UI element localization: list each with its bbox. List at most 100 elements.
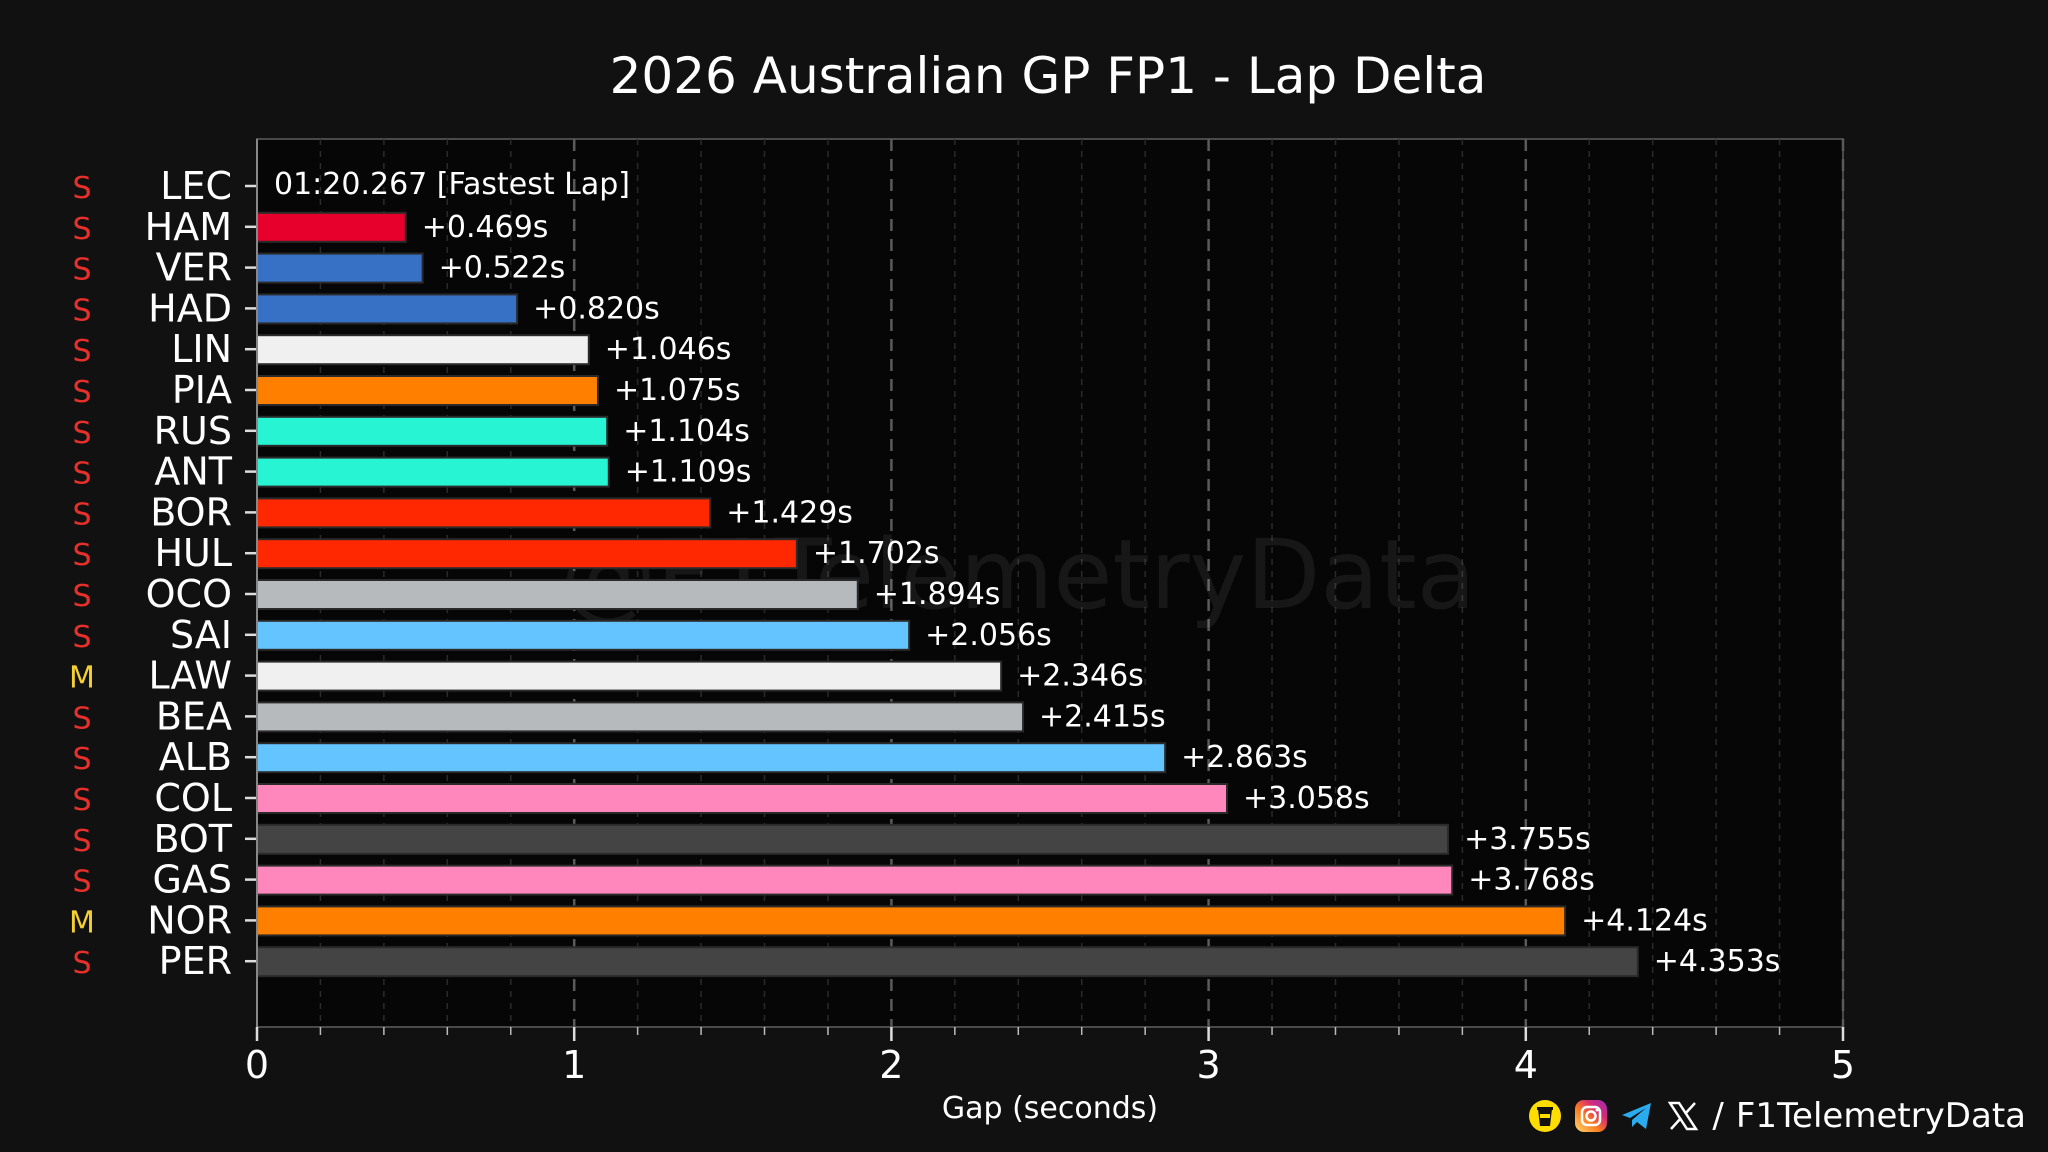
- driver-label: PIA: [172, 368, 232, 412]
- tyre-compound-label: S: [72, 253, 91, 288]
- bar: [256, 497, 712, 529]
- x-tick-label: 1: [562, 1043, 586, 1087]
- bar: [256, 538, 798, 570]
- x-icon[interactable]: [1666, 1099, 1700, 1133]
- bar-value-label: +0.469s: [422, 210, 549, 245]
- x-tick-label: 2: [879, 1043, 903, 1087]
- bar: [256, 334, 590, 366]
- bar-value-label: +2.346s: [1017, 659, 1144, 694]
- driver-label: NOR: [147, 898, 232, 942]
- driver-label: BOT: [153, 817, 232, 861]
- bar-value-label: +1.046s: [605, 332, 732, 367]
- bar: [256, 579, 859, 610]
- tyre-compound-label: S: [72, 334, 91, 369]
- driver-label: SAI: [170, 613, 232, 657]
- driver-label: LIN: [171, 327, 232, 371]
- x-tick-label: 3: [1197, 1043, 1221, 1087]
- tyre-compound-label: S: [72, 579, 91, 614]
- x-tick-label: 4: [1514, 1043, 1538, 1087]
- bar: [256, 211, 407, 243]
- tyre-compound-label: S: [72, 416, 91, 451]
- tyre-compound-label: S: [72, 171, 91, 206]
- bar: [256, 375, 599, 406]
- value-labels: 01:20.267 [Fastest Lap] +0.469s +0.522s +0.…: [274, 167, 1780, 979]
- bar: [256, 619, 911, 651]
- bar-value-label: +4.353s: [1654, 944, 1781, 979]
- bar-value-label: +2.415s: [1039, 699, 1166, 734]
- tyre-compound-label: S: [72, 212, 91, 247]
- chart-title: 2026 Australian GP FP1 - Lap Delta: [610, 47, 1487, 105]
- grid-lines: [319, 139, 1845, 1027]
- bar: [256, 783, 1228, 814]
- x-tick-label: 0: [245, 1043, 269, 1087]
- tyre-compound-label: S: [72, 824, 91, 859]
- bar-value-label: +1.702s: [813, 536, 940, 571]
- tyre-compound-label: S: [72, 620, 91, 655]
- instagram-icon[interactable]: [1574, 1099, 1608, 1133]
- driver-label: LAW: [148, 654, 232, 698]
- bar: [256, 905, 1567, 937]
- bar-value-label: +4.124s: [1581, 903, 1708, 938]
- bar-value-label: +1.075s: [614, 373, 741, 408]
- bar-value-label: +1.429s: [726, 495, 853, 530]
- bar-value-label: +3.768s: [1468, 863, 1595, 898]
- x-tick-label: 5: [1831, 1043, 1855, 1087]
- driver-label: ANT: [154, 450, 232, 494]
- driver-label: HUL: [154, 531, 232, 575]
- bar-value-label: +3.755s: [1464, 822, 1591, 857]
- footer-separator: /: [1712, 1096, 1724, 1136]
- tyre-compound-label: S: [72, 457, 91, 492]
- driver-label: BOR: [150, 490, 232, 534]
- tyre-compound-label: S: [72, 946, 91, 981]
- x-axis: 0 1 2 3 4 5: [245, 1027, 1855, 1087]
- driver-label: OCO: [146, 572, 232, 616]
- bar: [256, 293, 519, 325]
- buymeacoffee-icon[interactable]: [1528, 1099, 1562, 1133]
- tyre-compound-label: S: [72, 865, 91, 900]
- bar-value-label: +0.522s: [439, 251, 566, 286]
- bar: [256, 742, 1167, 774]
- tyre-compound-label: S: [72, 375, 91, 410]
- driver-label: HAM: [145, 205, 232, 249]
- tyre-compound-label: S: [72, 742, 91, 777]
- bar-value-label: +1.109s: [625, 455, 752, 490]
- bar-value-label: +2.056s: [925, 618, 1052, 653]
- driver-label: RUS: [154, 409, 232, 453]
- bar: [256, 946, 1639, 978]
- bar-value-label: +0.820s: [533, 291, 660, 326]
- driver-label: LEC: [160, 164, 232, 208]
- driver-label: BEA: [156, 694, 232, 738]
- tyre-compound-label: S: [72, 293, 91, 328]
- bar: [256, 415, 609, 447]
- tyre-compound-label: S: [72, 497, 91, 532]
- driver-label: VER: [156, 246, 232, 290]
- bar: [256, 252, 424, 284]
- bar: [256, 660, 1003, 692]
- tyre-compound-label: S: [72, 783, 91, 818]
- driver-label: GAS: [152, 858, 232, 902]
- driver-label: HAD: [148, 286, 232, 330]
- fastest-lap-label: 01:20.267 [Fastest Lap]: [274, 167, 630, 202]
- telegram-icon[interactable]: [1620, 1099, 1654, 1133]
- footer: / F1TelemetryData: [1528, 1096, 2026, 1136]
- tyre-compound-label: M: [69, 661, 95, 696]
- bar: [256, 456, 610, 488]
- y-axis: LEC S HAM S VER S HAD S LIN S PIA S RUS S ANT S BOR S HUL S…: [69, 139, 258, 1027]
- bar: [256, 823, 1450, 855]
- bar-value-label: +1.104s: [623, 414, 750, 449]
- bars: [256, 211, 1639, 978]
- bar: [256, 701, 1025, 733]
- watermark: @F1TelemetryData: [560, 519, 1475, 631]
- x-axis-title: Gap (seconds): [942, 1091, 1158, 1126]
- driver-label: PER: [159, 939, 232, 983]
- bar-value-label: +2.863s: [1181, 740, 1308, 775]
- tyre-compound-label: S: [72, 538, 91, 573]
- driver-label: ALB: [159, 735, 232, 779]
- bar-value-label: +1.894s: [874, 577, 1001, 612]
- bar: [256, 864, 1454, 896]
- driver-label: COL: [154, 776, 232, 820]
- bar-value-label: +3.058s: [1243, 781, 1370, 816]
- footer-handle[interactable]: F1TelemetryData: [1735, 1096, 2026, 1136]
- tyre-compound-label: S: [72, 701, 91, 736]
